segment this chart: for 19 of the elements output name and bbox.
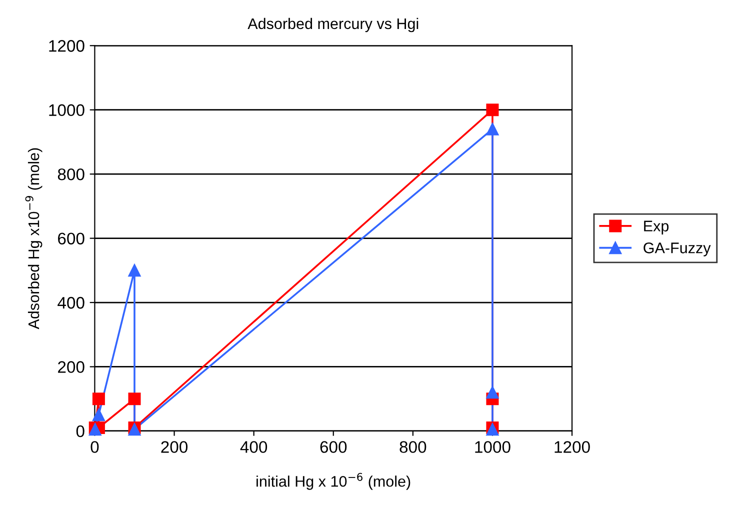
- x-tick-label: 800: [400, 441, 426, 453]
- x-tick-label: 600: [320, 441, 347, 453]
- y-tick-label: 1200: [49, 40, 84, 52]
- y-tick-label: 200: [58, 361, 84, 373]
- y-tick-label: 1000: [49, 104, 84, 116]
- x-axis-title: initial Hg x 10$^{−6}$ (mole): [256, 472, 410, 490]
- chart-title: Adsorbed mercury vs Hgi: [248, 18, 418, 32]
- y-axis-title: Adsorbed Hg x10$^{−9}$ (mole): [25, 148, 42, 330]
- y-tick-label: 400: [58, 296, 84, 309]
- x-tick-label: 200: [161, 441, 188, 453]
- legend-label: GA-Fuzzy: [644, 242, 711, 256]
- y-tick-label: 800: [58, 168, 84, 180]
- legend-label: Exp: [644, 220, 669, 234]
- x-tick-label: 0: [90, 441, 99, 453]
- y-tick-label: 600: [58, 232, 84, 244]
- y-tick-label: 0: [76, 425, 84, 438]
- x-tick-label: 400: [240, 441, 268, 453]
- x-tick-label: 1200: [554, 441, 590, 453]
- x-tick-label: 1000: [475, 441, 510, 453]
